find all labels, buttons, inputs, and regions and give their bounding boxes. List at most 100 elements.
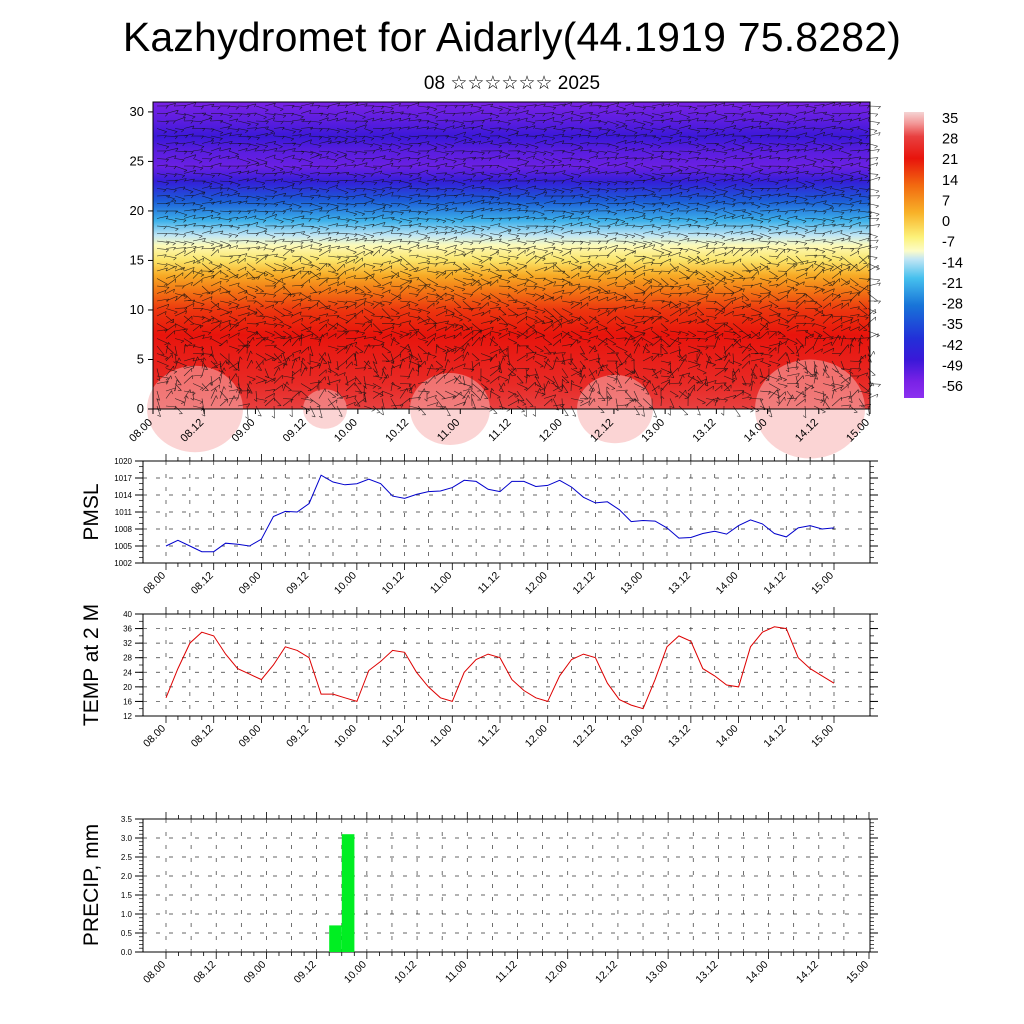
- wind-barb: [264, 210, 275, 213]
- wind-barb: [264, 141, 276, 144]
- wind-barb-flag: [237, 184, 241, 187]
- wind-barb: [840, 157, 851, 159]
- wind-barb: [687, 112, 699, 114]
- wind-barb: [210, 120, 223, 122]
- wind-barb-flag: [280, 121, 284, 125]
- wind-barb-flag: [679, 139, 682, 143]
- wind-barb: [831, 230, 843, 234]
- wind-barb: [165, 188, 177, 191]
- wind-barb-flag: [193, 214, 196, 219]
- wind-barb: [678, 158, 689, 161]
- wind-barb-flag: [731, 216, 734, 220]
- wind-barb-flag: [570, 137, 574, 140]
- wind-barb: [327, 135, 338, 138]
- wind-barb: [318, 214, 330, 219]
- wind-barb: [741, 180, 754, 185]
- wind-barb-flag: [318, 122, 322, 126]
- wind-barb-flag: [234, 191, 238, 194]
- wind-barb: [858, 117, 870, 122]
- wind-barb-flag: [525, 209, 528, 214]
- wind-barb-flag: [383, 207, 386, 211]
- wind-barb: [624, 170, 636, 174]
- wind-barb: [525, 169, 539, 174]
- wind-barb-flag: [830, 242, 834, 246]
- wind-barb: [219, 224, 233, 227]
- wind-barb: [480, 103, 493, 107]
- wind-barb: [336, 117, 347, 122]
- wind-barb-flag: [515, 178, 518, 182]
- wind-barb: [354, 135, 365, 137]
- wind-barb: [561, 157, 573, 159]
- wind-barb-flag: [298, 144, 302, 148]
- wind-barb-flag: [533, 125, 536, 129]
- wind-barb-flag: [509, 142, 512, 146]
- wind-barb-flag: [443, 237, 445, 242]
- wind-barb: [534, 158, 545, 163]
- wind-barb-flag: [643, 215, 646, 219]
- wind-barb-flag: [749, 110, 752, 115]
- wind-barb: [192, 191, 206, 197]
- wind-barb: [570, 247, 583, 249]
- wind-barb: [741, 195, 752, 199]
- wind-barb-flag: [767, 229, 772, 232]
- wind-barb: [336, 208, 349, 212]
- wind-barb: [786, 165, 799, 169]
- wind-barb-flag: [652, 107, 656, 110]
- wind-barb-flag: [686, 219, 690, 223]
- wind-barb-flag: [821, 168, 825, 171]
- wind-barb: [417, 105, 430, 108]
- wind-barb: [318, 135, 331, 139]
- wind-barb: [426, 195, 440, 198]
- wind-barb: [651, 240, 664, 246]
- wind-barb-flag: [722, 201, 726, 205]
- wind-barb-flag: [181, 129, 185, 133]
- wind-barb: [156, 225, 167, 227]
- wind-barb-flag: [686, 206, 690, 209]
- wind-barb: [579, 142, 590, 144]
- wind-barb: [372, 155, 386, 159]
- wind-barb: [606, 133, 620, 137]
- wind-barb: [390, 143, 401, 148]
- wind-barb-flag: [667, 205, 671, 208]
- wind-barb-flag: [416, 242, 420, 246]
- wind-barb-flag: [767, 188, 770, 192]
- wind-barb: [570, 180, 582, 184]
- wind-barb-flag: [562, 130, 566, 133]
- wind-barb: [723, 120, 735, 123]
- wind-barb: [741, 210, 752, 215]
- wind-barb-flag: [238, 210, 242, 215]
- wind-barb: [345, 150, 358, 153]
- wind-barb: [741, 188, 755, 192]
- wind-barb: [354, 238, 367, 242]
- wind-barb-flag: [316, 228, 321, 231]
- wind-barb: [174, 210, 188, 216]
- wind-barb: [678, 238, 690, 242]
- wind-barb-flag: [399, 118, 402, 122]
- wind-barb: [408, 119, 422, 122]
- wind-barb-flag: [391, 229, 393, 234]
- wind-barb-flag: [275, 204, 279, 207]
- wind-barb: [336, 236, 349, 242]
- wind-barb-flag: [751, 162, 754, 167]
- wind-barb: [282, 135, 294, 140]
- wind-barb-flag: [748, 213, 752, 217]
- wind-barb: [390, 127, 402, 129]
- wind-barb: [408, 177, 422, 182]
- wind-barb: [426, 143, 438, 148]
- wind-barb: [615, 209, 627, 212]
- wind-barb-flag: [813, 196, 817, 200]
- wind-barb-flag: [397, 153, 401, 156]
- wind-barb-flag: [408, 250, 412, 253]
- wind-barb: [444, 165, 455, 168]
- wind-barb: [759, 120, 770, 124]
- wind-barb-flag: [599, 248, 602, 252]
- wind-barb: [669, 128, 680, 131]
- wind-barb-flag: [210, 226, 214, 230]
- wind-barb-flag: [865, 158, 869, 162]
- wind-barb-flag: [768, 166, 772, 170]
- wind-barb: [561, 102, 572, 107]
- wind-barb-flag: [444, 193, 447, 198]
- wind-barb-flag: [677, 159, 681, 162]
- wind-barb: [309, 240, 322, 245]
- wind-barb-flag: [820, 128, 824, 132]
